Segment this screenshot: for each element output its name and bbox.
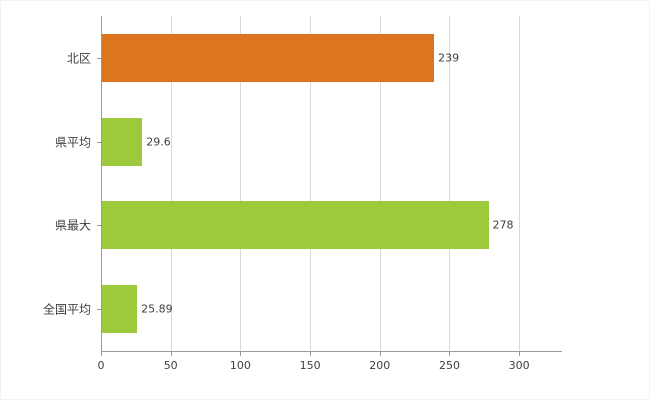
y-axis-line <box>101 16 102 351</box>
bar-全国平均 <box>101 285 138 334</box>
x-axis-tick-label: 50 <box>163 359 178 372</box>
x-axis-tick-label: 200 <box>369 359 391 372</box>
x-axis-tick <box>379 352 381 356</box>
category-label: 県最大 <box>54 218 91 233</box>
gridline <box>519 16 521 351</box>
gridline <box>449 16 451 351</box>
x-axis-tick-label: 300 <box>508 359 530 372</box>
gridline <box>379 16 381 351</box>
x-axis-line <box>101 351 562 352</box>
gridline <box>310 16 312 351</box>
bar-北区 <box>101 33 435 82</box>
bar-県最大 <box>101 201 489 250</box>
bar-value-label: 278 <box>492 218 514 232</box>
x-axis-tick <box>310 352 312 356</box>
x-axis-tick <box>101 352 102 356</box>
gridline <box>240 16 242 351</box>
gridline <box>170 16 172 351</box>
y-axis-tick <box>97 309 101 311</box>
plot-area: 239 29.6 278 25.89 <box>101 16 561 351</box>
x-axis-tick-label: 0 <box>97 359 105 372</box>
x-axis-tick-label: 250 <box>438 359 460 372</box>
category-label: 県平均 <box>54 135 91 150</box>
bar-県平均 <box>101 117 143 166</box>
y-axis-tick <box>97 225 101 227</box>
y-axis-tick <box>97 57 101 59</box>
bar-value-label: 25.89 <box>141 302 173 316</box>
x-axis-tick-label: 150 <box>299 359 321 372</box>
x-axis-tick <box>519 352 521 356</box>
bar-value-label: 29.6 <box>146 135 171 149</box>
category-label: 北区 <box>66 51 91 66</box>
x-axis-tick-label: 100 <box>229 359 251 372</box>
bar-value-label: 239 <box>438 51 460 65</box>
x-axis-tick <box>449 352 451 356</box>
x-axis-tick <box>240 352 242 356</box>
y-axis-tick <box>97 141 101 143</box>
category-label: 全国平均 <box>42 302 91 317</box>
x-axis-tick <box>170 352 172 356</box>
